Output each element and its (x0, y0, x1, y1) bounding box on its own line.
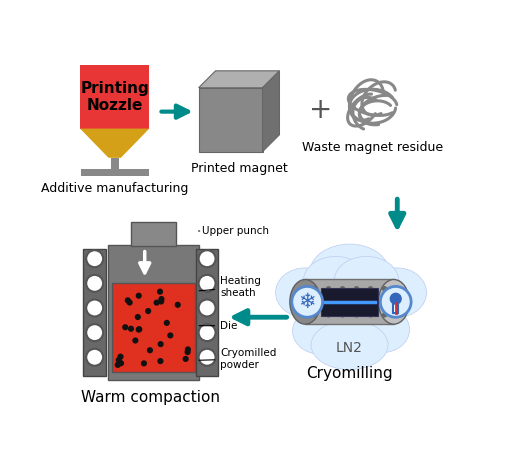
Circle shape (127, 299, 133, 306)
Ellipse shape (378, 279, 409, 324)
Circle shape (157, 289, 163, 295)
Polygon shape (199, 88, 263, 152)
Ellipse shape (293, 308, 348, 354)
Circle shape (132, 338, 139, 343)
Circle shape (340, 286, 345, 291)
Polygon shape (80, 128, 149, 158)
Ellipse shape (303, 256, 368, 306)
Circle shape (312, 286, 317, 291)
Circle shape (167, 332, 173, 339)
Circle shape (115, 362, 121, 368)
Polygon shape (321, 288, 378, 316)
Ellipse shape (299, 285, 370, 343)
Polygon shape (80, 66, 149, 128)
Circle shape (86, 349, 103, 366)
Circle shape (382, 286, 387, 291)
Circle shape (368, 286, 373, 291)
Circle shape (86, 250, 103, 267)
Circle shape (117, 353, 124, 360)
Circle shape (326, 286, 331, 291)
Text: Waste magnet residue: Waste magnet residue (302, 141, 443, 154)
Polygon shape (112, 283, 195, 372)
Ellipse shape (311, 320, 388, 370)
Circle shape (380, 286, 411, 317)
Circle shape (135, 293, 142, 299)
Circle shape (158, 299, 164, 304)
Circle shape (125, 297, 131, 304)
Circle shape (136, 326, 142, 332)
Text: Heating
sheath: Heating sheath (199, 277, 261, 298)
Text: Printing
Nozzle: Printing Nozzle (80, 81, 149, 113)
Polygon shape (131, 222, 175, 247)
Ellipse shape (368, 268, 427, 317)
Ellipse shape (309, 244, 390, 303)
Circle shape (141, 360, 147, 366)
Polygon shape (111, 158, 118, 169)
Circle shape (158, 341, 163, 347)
Text: Upper punch: Upper punch (199, 226, 269, 236)
Circle shape (185, 349, 190, 355)
Circle shape (382, 299, 387, 304)
Circle shape (86, 324, 103, 341)
Polygon shape (83, 249, 106, 376)
Circle shape (368, 299, 373, 304)
Circle shape (199, 275, 215, 292)
Ellipse shape (334, 256, 399, 306)
Circle shape (199, 349, 215, 366)
Polygon shape (393, 304, 398, 313)
Circle shape (122, 324, 128, 330)
Circle shape (135, 326, 142, 333)
Circle shape (135, 314, 141, 320)
Ellipse shape (276, 268, 334, 317)
Text: ❄: ❄ (298, 292, 316, 312)
Text: +: + (309, 96, 332, 124)
Circle shape (175, 302, 181, 308)
Circle shape (199, 324, 215, 341)
Text: Die: Die (199, 321, 238, 331)
Circle shape (86, 299, 103, 317)
Circle shape (312, 299, 317, 304)
Circle shape (382, 312, 387, 317)
Polygon shape (305, 279, 394, 324)
Polygon shape (199, 71, 279, 88)
Circle shape (354, 286, 359, 291)
Circle shape (199, 250, 215, 267)
Circle shape (312, 312, 317, 317)
Text: Warm compaction: Warm compaction (81, 390, 220, 405)
Circle shape (163, 320, 170, 326)
Text: LN2: LN2 (336, 341, 363, 355)
Ellipse shape (331, 285, 402, 343)
Circle shape (326, 312, 331, 317)
Polygon shape (263, 71, 279, 152)
Text: Cryomilled
powder: Cryomilled powder (199, 348, 277, 370)
Polygon shape (108, 245, 199, 379)
Polygon shape (196, 249, 218, 376)
Circle shape (354, 299, 359, 304)
Circle shape (158, 296, 165, 302)
Circle shape (154, 299, 160, 306)
Circle shape (157, 358, 163, 364)
Circle shape (199, 299, 215, 317)
Circle shape (86, 275, 103, 292)
Ellipse shape (290, 279, 321, 324)
Circle shape (118, 360, 124, 366)
Circle shape (183, 356, 189, 362)
Circle shape (390, 293, 401, 304)
Text: Cryomilling: Cryomilling (306, 366, 393, 381)
Circle shape (368, 312, 373, 317)
Circle shape (340, 299, 345, 304)
Circle shape (145, 308, 151, 314)
Circle shape (340, 312, 345, 317)
Circle shape (354, 312, 359, 317)
Circle shape (292, 286, 323, 317)
Circle shape (326, 299, 331, 304)
Polygon shape (81, 169, 148, 176)
Circle shape (116, 357, 122, 363)
Circle shape (185, 346, 191, 352)
Circle shape (147, 347, 153, 353)
Circle shape (128, 326, 134, 332)
Ellipse shape (354, 306, 409, 352)
Text: Printed magnet: Printed magnet (190, 163, 288, 176)
Text: Additive manufacturing: Additive manufacturing (41, 182, 188, 195)
